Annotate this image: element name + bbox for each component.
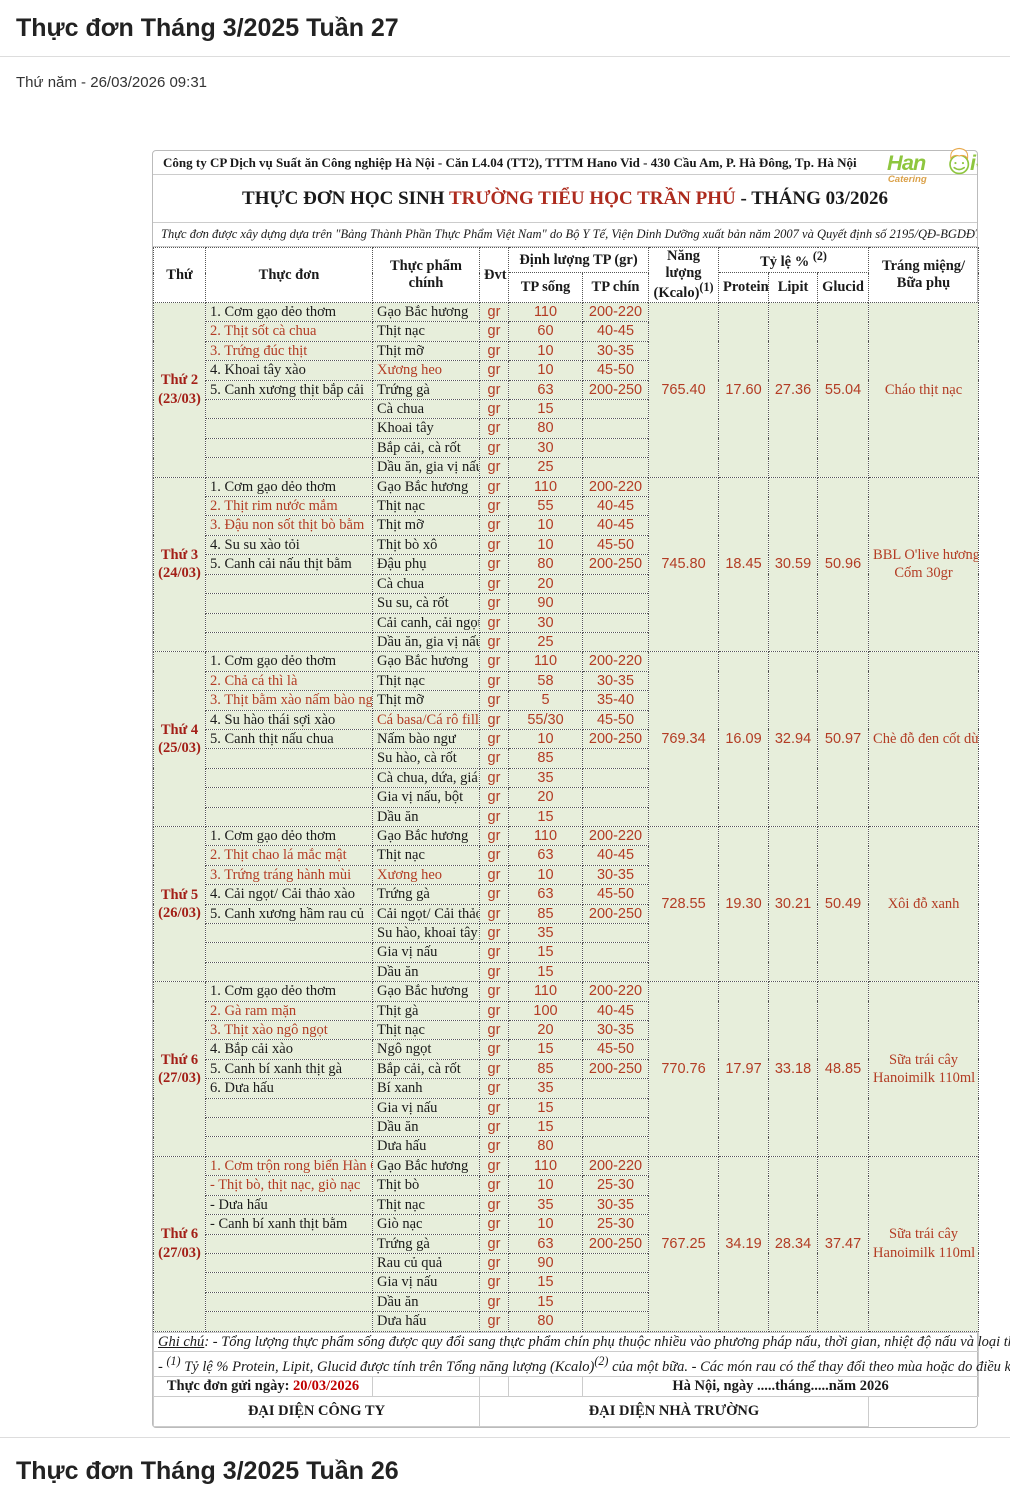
svg-text:Han: Han: [887, 150, 926, 175]
svg-text:Catering: Catering: [888, 173, 927, 184]
svg-text:,: ,: [976, 157, 978, 167]
